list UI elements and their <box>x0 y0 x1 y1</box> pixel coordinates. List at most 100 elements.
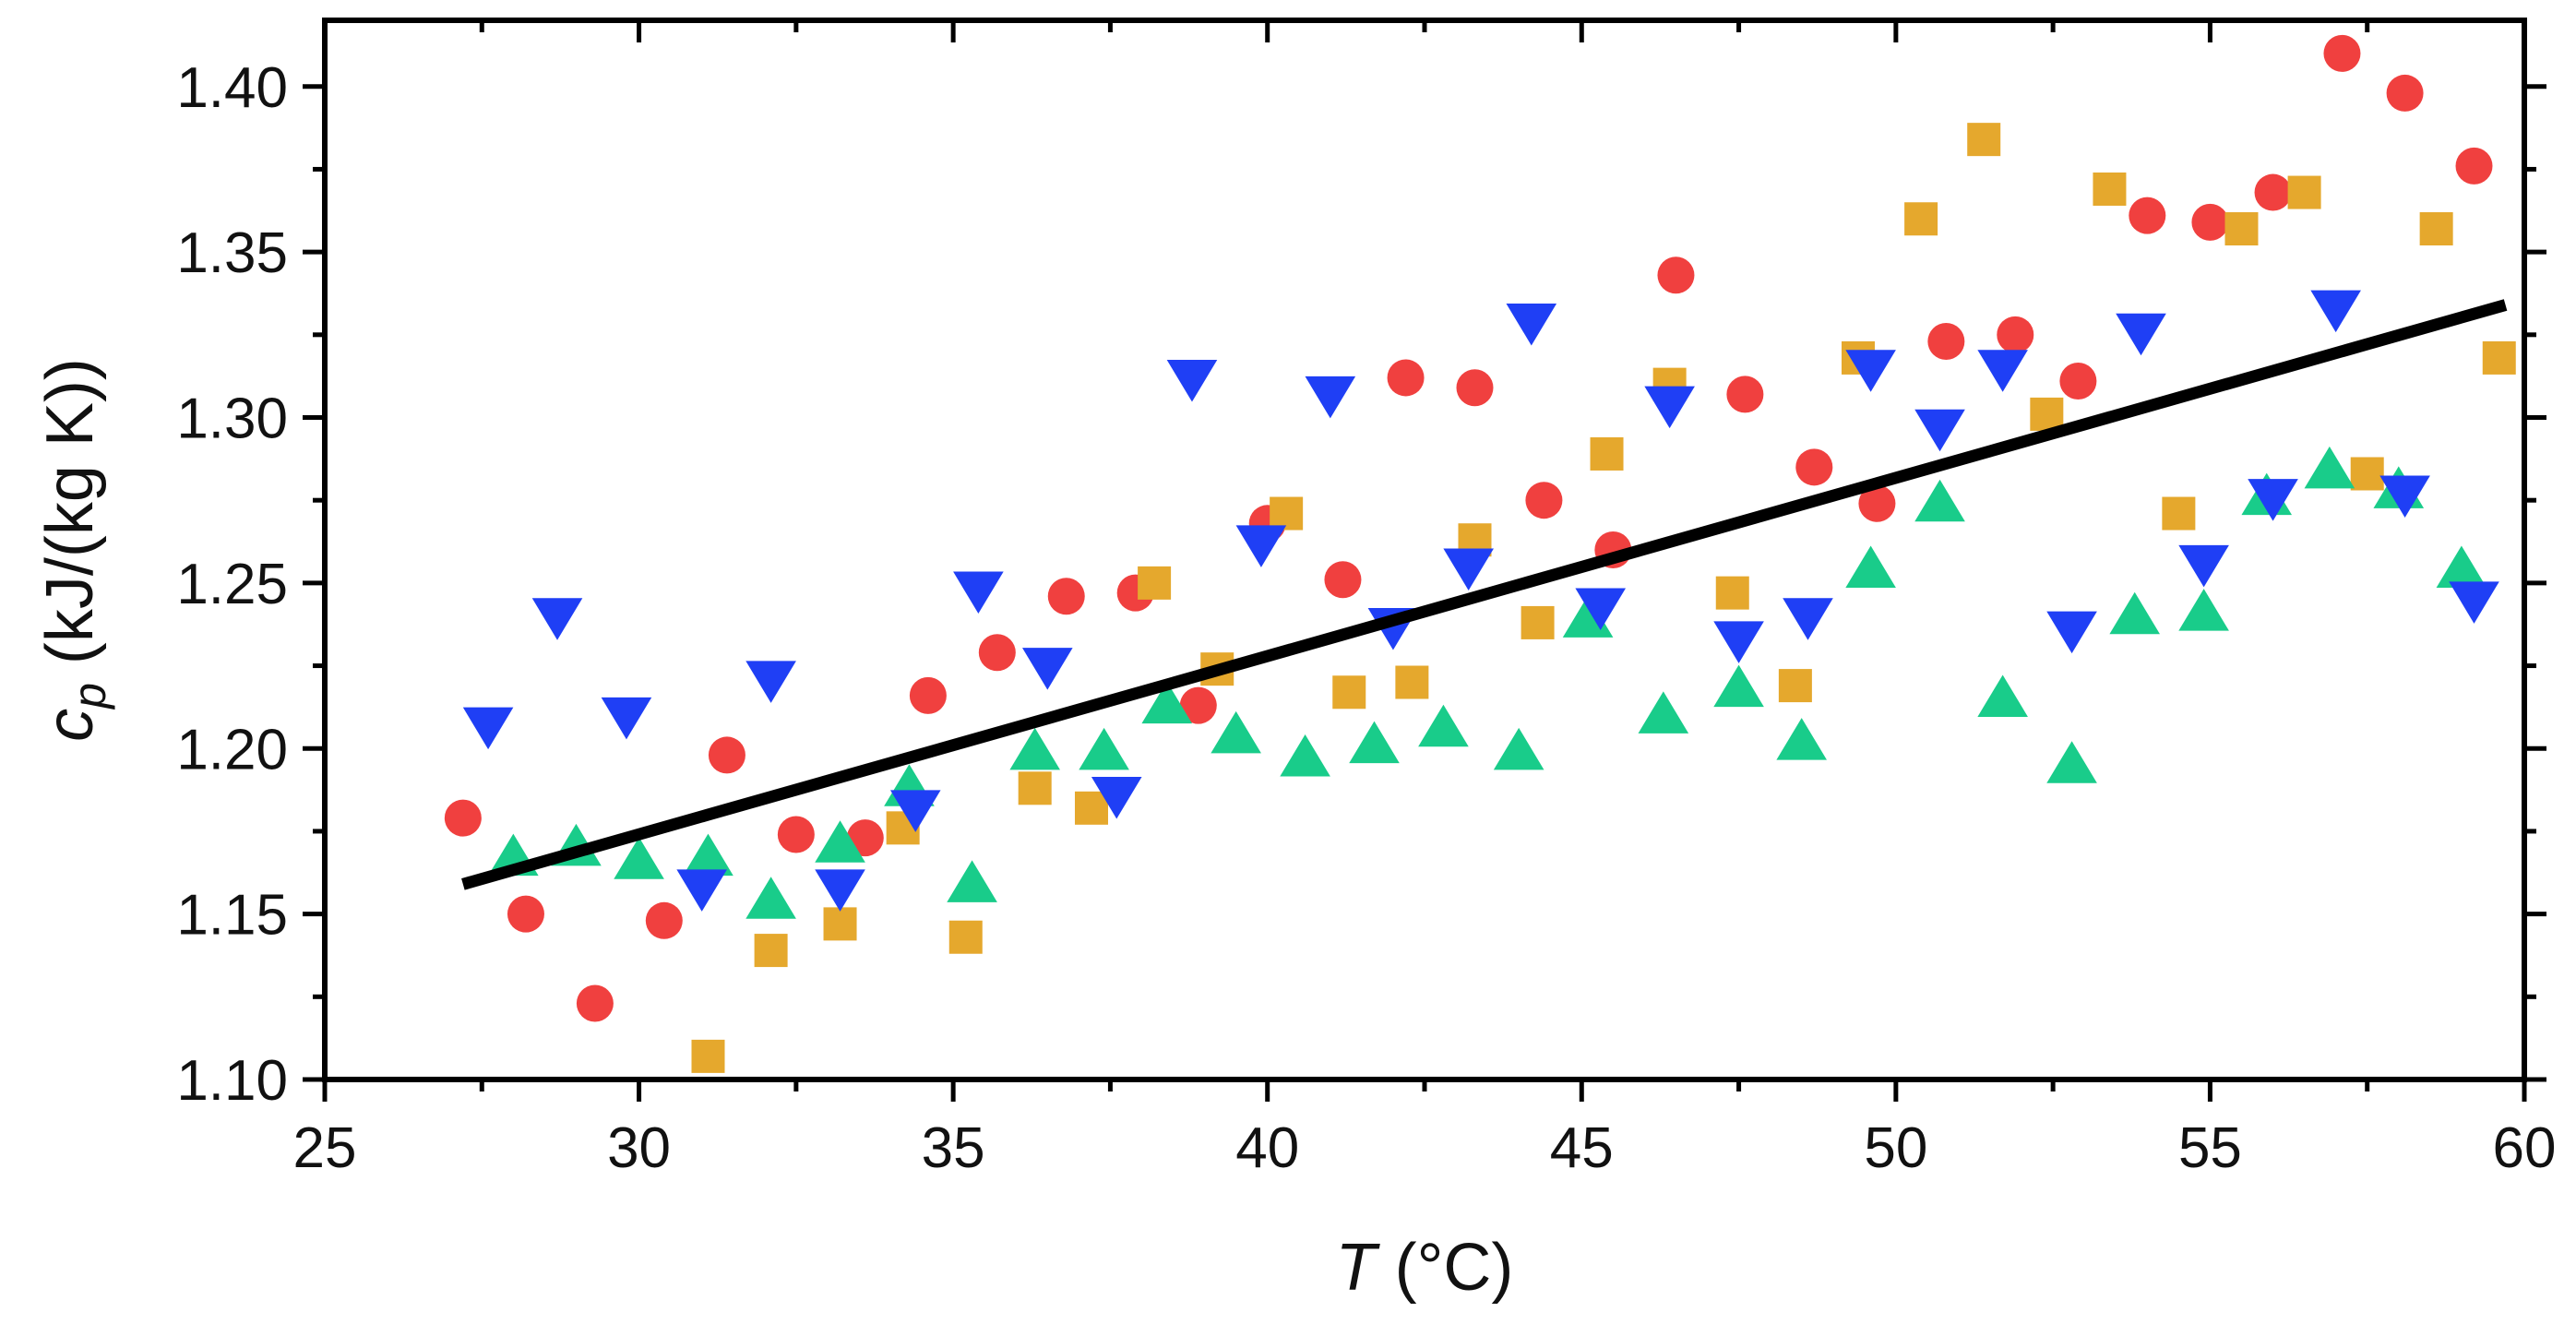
data-point <box>2379 475 2430 519</box>
data-point <box>2178 544 2229 588</box>
data-marks <box>444 34 2516 1073</box>
x-tick-label: 50 <box>1864 1116 1927 1180</box>
data-point <box>1657 256 1695 294</box>
x-axis-unit: (°C) <box>1377 1231 1514 1305</box>
y-axis-subscript: p <box>64 683 115 710</box>
data-point <box>815 820 865 863</box>
data-point <box>1858 484 1896 522</box>
data-point <box>1638 691 1689 734</box>
data-point <box>1914 479 1965 522</box>
data-point <box>1927 322 1965 360</box>
y-tick-label: 1.30 <box>176 388 288 451</box>
data-point <box>1280 734 1330 777</box>
data-point <box>1914 409 1965 452</box>
data-point <box>1977 350 2028 392</box>
data-point <box>2254 173 2292 211</box>
data-point <box>1456 369 1494 407</box>
data-point <box>2455 147 2493 185</box>
data-point <box>1713 621 1764 663</box>
data-point <box>1074 791 1108 825</box>
data-point <box>2046 741 2097 783</box>
data-point <box>1845 350 1896 392</box>
data-point <box>889 790 941 832</box>
series-squares <box>691 123 2516 1073</box>
x-tick-label: 40 <box>1235 1116 1299 1180</box>
x-axis-symbol: T <box>1336 1231 1381 1305</box>
y-tick-label: 1.20 <box>176 718 288 781</box>
x-tick-label: 35 <box>922 1116 985 1180</box>
x-tick-label: 25 <box>293 1116 357 1180</box>
data-point <box>1795 448 1833 486</box>
data-point <box>1778 669 1812 703</box>
data-point <box>2162 496 2196 531</box>
data-point <box>2109 591 2160 635</box>
data-point <box>745 661 796 703</box>
data-point <box>1776 718 1827 760</box>
data-point <box>2248 479 2298 521</box>
data-point <box>2304 446 2355 489</box>
data-point <box>1332 675 1366 710</box>
data-point <box>1179 686 1217 724</box>
x-tick-label: 60 <box>2493 1116 2557 1180</box>
data-point <box>1493 727 1544 770</box>
data-point <box>1418 704 1469 747</box>
data-point <box>1022 648 1073 690</box>
x-tick-label: 45 <box>1550 1116 1614 1180</box>
data-point <box>1977 674 2028 717</box>
data-point <box>2350 457 2384 491</box>
data-point <box>2178 589 2229 631</box>
data-point <box>777 816 815 853</box>
data-point <box>1644 386 1695 429</box>
data-point <box>1091 776 1142 819</box>
data-point <box>1210 710 1261 754</box>
data-point <box>2386 74 2424 112</box>
data-point <box>2323 34 2361 72</box>
data-point <box>1713 664 1764 708</box>
data-point <box>1141 681 1193 724</box>
data-point <box>683 833 733 877</box>
fit-line <box>461 299 2508 890</box>
data-point <box>1047 578 1085 615</box>
data-point <box>1997 316 2034 353</box>
data-point <box>576 984 614 1022</box>
y-axis-unit: (kJ/(kg K)) <box>33 358 107 683</box>
x-tick-label: 55 <box>2178 1116 2242 1180</box>
y-tick-label: 1.35 <box>176 221 288 285</box>
y-axis-symbol: c <box>33 709 107 742</box>
data-point <box>754 934 788 968</box>
data-point <box>948 920 983 954</box>
x-axis-title: T (°C) <box>1336 1231 1514 1305</box>
data-point <box>2482 340 2516 375</box>
data-point <box>645 901 683 939</box>
data-point <box>1590 436 1624 471</box>
data-point <box>1845 545 1896 589</box>
data-point <box>823 907 857 941</box>
data-point <box>2030 397 2064 431</box>
data-point <box>2310 290 2361 333</box>
series-triangles-up <box>488 446 2487 919</box>
data-point <box>708 736 745 774</box>
axes <box>303 18 2546 1102</box>
data-point <box>909 676 947 714</box>
data-point <box>462 707 514 750</box>
axis-labels: 25 30 35 40 45 50 55 60 1.10 1.15 1.20 1.25 1.30 1.35… <box>33 56 2556 1305</box>
y-tick-label: 1.25 <box>176 553 288 616</box>
data-point <box>2129 197 2166 234</box>
data-point <box>1525 482 1563 519</box>
data-point <box>745 877 796 919</box>
data-point <box>1018 771 1052 805</box>
data-point <box>2191 203 2229 241</box>
data-point <box>1575 588 1627 630</box>
data-point <box>1726 376 1764 413</box>
data-point <box>2419 212 2453 246</box>
data-point <box>1079 727 1129 770</box>
data-point <box>815 869 865 912</box>
data-point <box>676 869 727 912</box>
data-point <box>614 837 664 879</box>
data-point <box>1324 561 1362 599</box>
data-point <box>1270 496 1304 531</box>
data-point <box>601 697 652 740</box>
data-point <box>1166 359 1218 402</box>
